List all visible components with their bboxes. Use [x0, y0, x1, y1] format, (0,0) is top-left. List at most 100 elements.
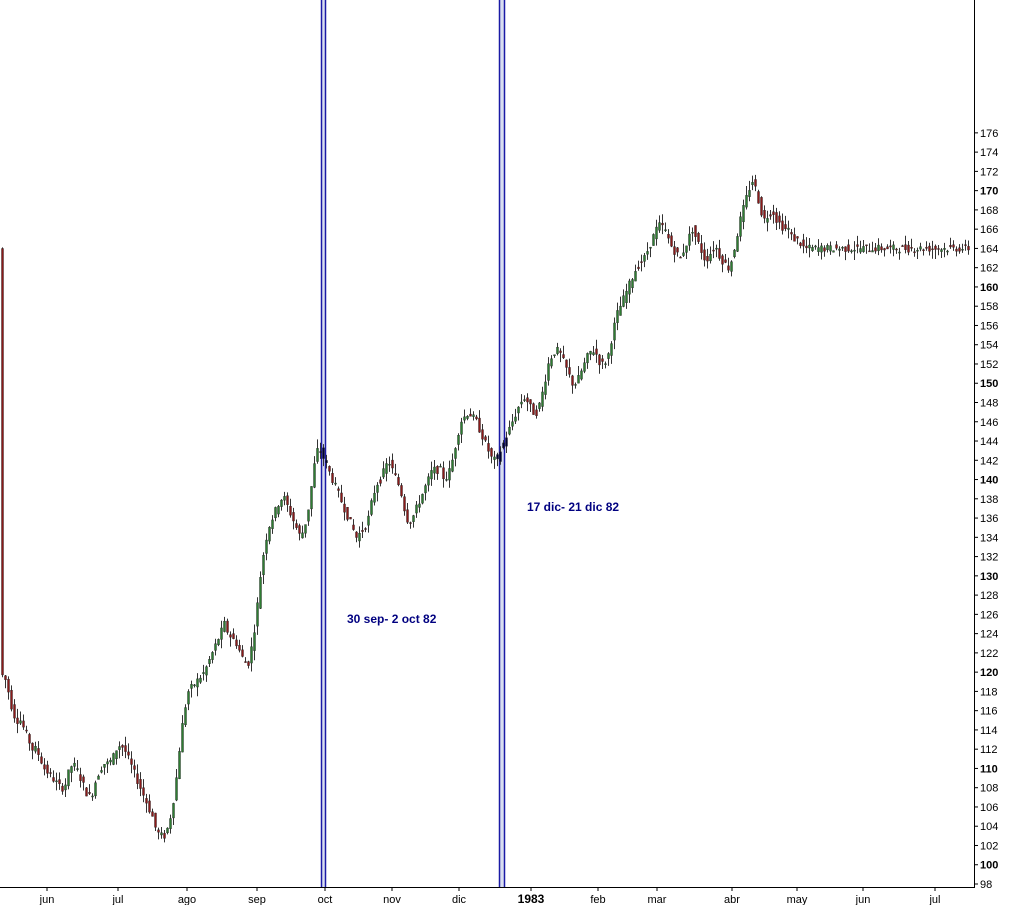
- candle-body: [898, 251, 901, 254]
- y-tick-label: 114: [980, 725, 998, 737]
- candle-body: [520, 401, 523, 405]
- candle-body: [964, 244, 967, 246]
- y-tick-label: 126: [980, 609, 998, 621]
- candle-body: [7, 678, 10, 693]
- x-tick-label: sep: [248, 894, 266, 905]
- candle-body: [283, 496, 286, 501]
- y-tick-label: 156: [980, 320, 998, 332]
- candle-body: [937, 248, 940, 250]
- candle-body: [502, 442, 505, 449]
- candle-body: [847, 244, 850, 252]
- candle-body: [55, 780, 58, 783]
- candle-body: [412, 515, 415, 522]
- candle-body: [490, 448, 493, 457]
- candle-body: [793, 234, 796, 242]
- candle-body: [763, 210, 766, 219]
- y-tick-label: 166: [980, 224, 998, 236]
- y-tick-label: 140: [980, 475, 998, 487]
- candle-body: [370, 500, 373, 515]
- candle-body: [301, 532, 304, 539]
- candle-body: [97, 775, 100, 780]
- candle-body: [34, 746, 37, 752]
- candle-body: [319, 451, 322, 453]
- candle-body: [388, 464, 391, 466]
- x-tick-label: may: [787, 894, 808, 905]
- candle-body: [145, 798, 148, 804]
- candle-body: [472, 414, 475, 417]
- candle-body: [214, 643, 217, 651]
- x-tick-labels: jun jul ago sep oct nov dic 1983 feb mar abr may jun…: [39, 887, 941, 906]
- candle-body: [445, 479, 448, 481]
- candle-body: [274, 507, 277, 519]
- annotation-dec-band: 17 dic- 21 dic 82: [527, 500, 619, 514]
- candle-body: [538, 402, 541, 409]
- candle-body: [400, 485, 403, 497]
- candle-body: [190, 684, 193, 689]
- candle-body: [718, 248, 721, 259]
- candle-body: [940, 249, 943, 252]
- candle-body: [595, 348, 598, 355]
- candle-body: [640, 261, 643, 263]
- candle-body: [229, 634, 232, 638]
- highlight-band-fill: [321, 0, 326, 887]
- candle-body: [43, 764, 46, 770]
- candle-body: [865, 244, 868, 247]
- candlestick-series: [1, 174, 970, 843]
- candle-body: [16, 717, 19, 724]
- candle-body: [313, 463, 316, 488]
- candle-body: [421, 493, 424, 504]
- candle-body: [817, 247, 820, 252]
- candle-body: [712, 249, 715, 252]
- candle-body: [244, 661, 247, 663]
- highlight-band-fill: [499, 0, 505, 887]
- candle-body: [334, 482, 337, 485]
- candle-body: [697, 233, 700, 242]
- candle-body: [661, 222, 664, 226]
- candle-body: [907, 244, 910, 253]
- candle-body: [394, 473, 397, 476]
- candle-body: [85, 787, 88, 797]
- candle-body: [655, 226, 658, 240]
- candle-body: [205, 666, 208, 676]
- candle-body: [268, 527, 271, 542]
- candle-body: [886, 246, 889, 250]
- candle-body: [10, 689, 13, 710]
- candle-body: [292, 512, 295, 522]
- candle-body: [526, 397, 529, 403]
- y-tick-label: 154: [980, 340, 998, 352]
- x-tick-label: mar: [648, 894, 667, 905]
- candle-body: [904, 244, 907, 250]
- candle-body: [121, 745, 124, 748]
- y-tick-label: 116: [980, 706, 998, 718]
- candle-body: [922, 249, 925, 251]
- candle-body: [406, 509, 409, 523]
- candle-body: [148, 800, 151, 813]
- candle-body: [559, 350, 562, 353]
- candle-body: [163, 833, 166, 839]
- candle-body: [358, 533, 361, 542]
- y-tick-label: 172: [980, 166, 998, 178]
- candle-body: [511, 421, 514, 427]
- candle-body: [169, 818, 172, 829]
- candle-body: [1, 248, 4, 676]
- candle-body: [673, 246, 676, 255]
- candle-body: [646, 251, 649, 255]
- candle-body: [850, 250, 853, 253]
- y-tick-label: 108: [980, 783, 998, 795]
- candle-body: [433, 466, 436, 474]
- candle-body: [250, 646, 253, 664]
- candle-body: [877, 244, 880, 252]
- candle-body: [235, 639, 238, 647]
- candle-body: [607, 353, 610, 359]
- candle-body: [217, 639, 220, 646]
- candle-body: [721, 255, 724, 265]
- candle-body: [709, 253, 712, 262]
- candle-body: [568, 367, 571, 375]
- candle-body: [112, 753, 115, 765]
- candle-body: [631, 279, 634, 289]
- candle-body: [610, 343, 613, 356]
- candle-body: [820, 245, 823, 253]
- y-tick-label: 104: [980, 821, 998, 833]
- candle-body: [136, 773, 139, 784]
- candle-body: [748, 190, 751, 197]
